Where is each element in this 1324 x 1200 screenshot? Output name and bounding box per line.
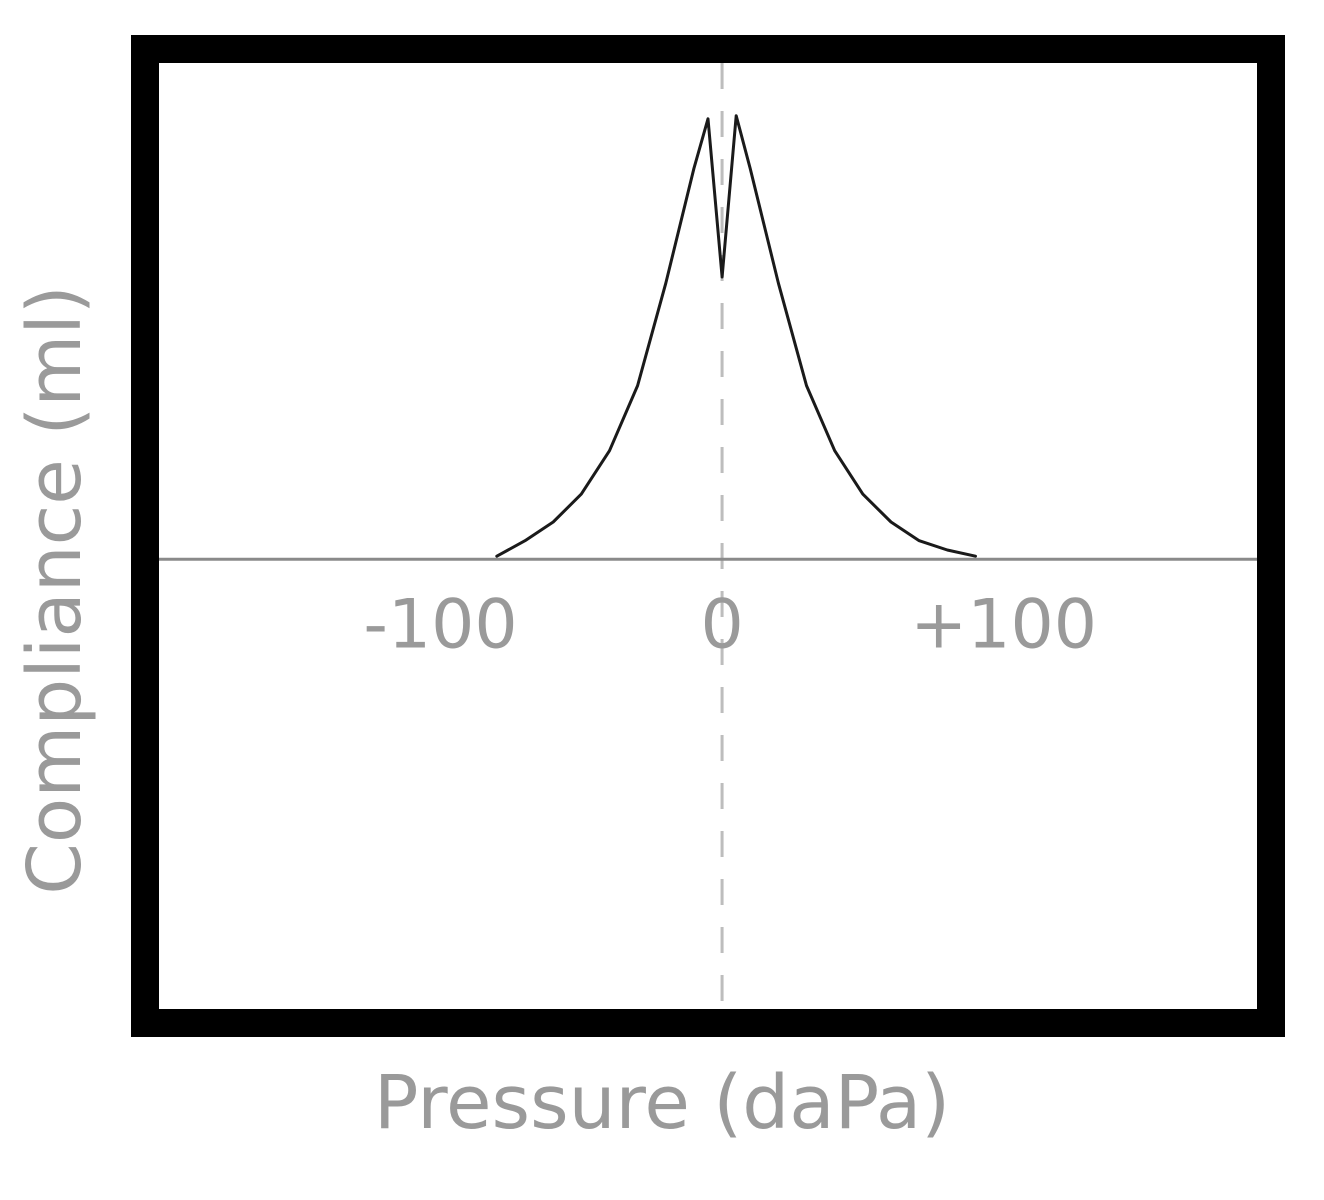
x-tick-label: -100: [363, 585, 517, 664]
x-axis-title: Pressure (daPa): [374, 1060, 950, 1146]
tympanogram-curve: [495, 114, 977, 558]
series-group: [495, 114, 977, 558]
x-tick-label: 0: [700, 585, 743, 664]
plot-frame: [131, 35, 1285, 1037]
x-tick-labels: -100 0 +100: [363, 585, 1097, 664]
x-tick-label: +100: [910, 585, 1097, 664]
y-axis-title: Compliance (ml): [12, 285, 98, 895]
